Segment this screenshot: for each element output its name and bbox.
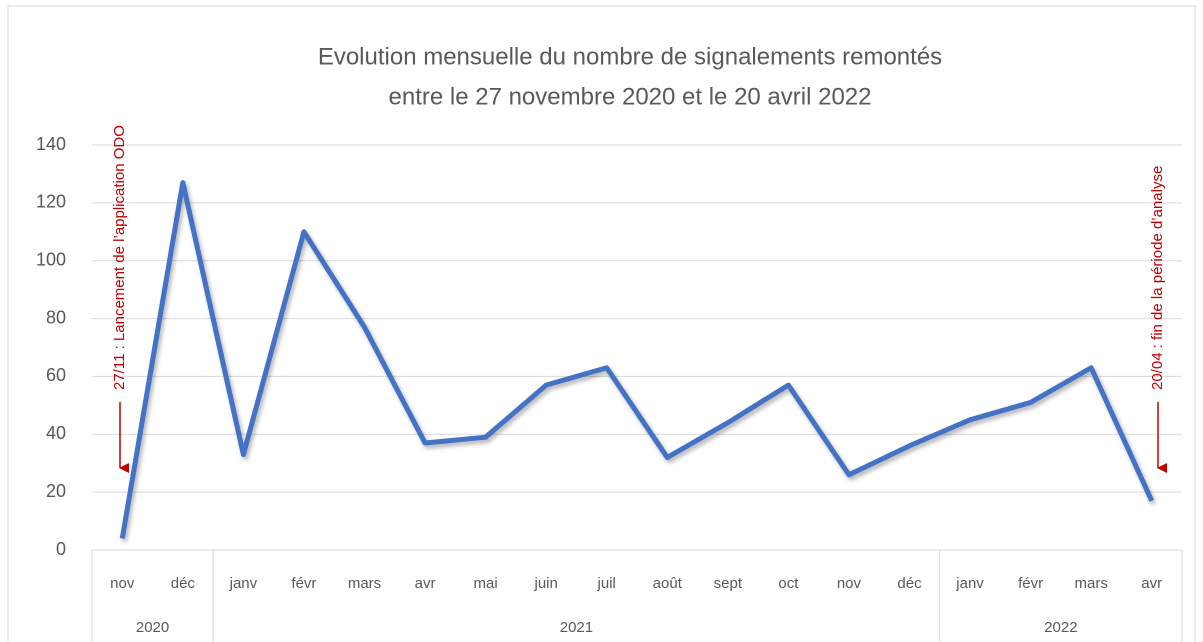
x-tick-label: juil [597, 575, 616, 592]
x-group-label: 2021 [560, 619, 593, 636]
chart-title: entre le 27 novembre 2020 et le 20 avril… [389, 83, 872, 110]
x-tick-label: févr [1018, 575, 1043, 592]
x-tick-label: avr [415, 575, 436, 592]
line-shadow [121, 183, 1156, 542]
x-tick-label: nov [837, 575, 862, 592]
y-tick-label: 60 [46, 365, 66, 385]
x-group-label: 2020 [136, 619, 169, 636]
x-tick-label: mai [474, 575, 498, 592]
annotation: 20/04 : fin de la période d’analyse [1149, 166, 1166, 390]
x-tick-label: janv [955, 575, 984, 592]
x-tick-label: mars [1074, 575, 1107, 592]
x-tick-label: août [653, 575, 683, 592]
y-tick-label: 80 [46, 307, 66, 327]
y-tick-label: 140 [36, 134, 66, 154]
y-tick-label: 20 [46, 481, 66, 501]
y-tick-label: 0 [56, 539, 66, 559]
data-line [119, 180, 1154, 539]
y-tick-label: 100 [36, 249, 66, 269]
x-tick-label: sept [714, 575, 743, 592]
annotation: 27/11 : Lancement de l’application ODO [111, 125, 128, 390]
x-group-label: 2022 [1044, 619, 1077, 636]
x-tick-label: oct [778, 575, 799, 592]
x-tick-label: mars [348, 575, 381, 592]
x-tick-label: nov [110, 575, 135, 592]
y-tick-label: 40 [46, 423, 66, 443]
x-tick-label: déc [171, 575, 196, 592]
chart-frame [7, 5, 1196, 642]
chart-title: Evolution mensuelle du nombre de signale… [318, 43, 942, 70]
x-tick-label: avr [1141, 575, 1162, 592]
x-tick-label: juin [533, 575, 557, 592]
x-tick-label: déc [897, 575, 922, 592]
x-tick-label: janv [229, 575, 258, 592]
y-tick-label: 120 [36, 192, 66, 212]
x-tick-label: févr [291, 575, 316, 592]
